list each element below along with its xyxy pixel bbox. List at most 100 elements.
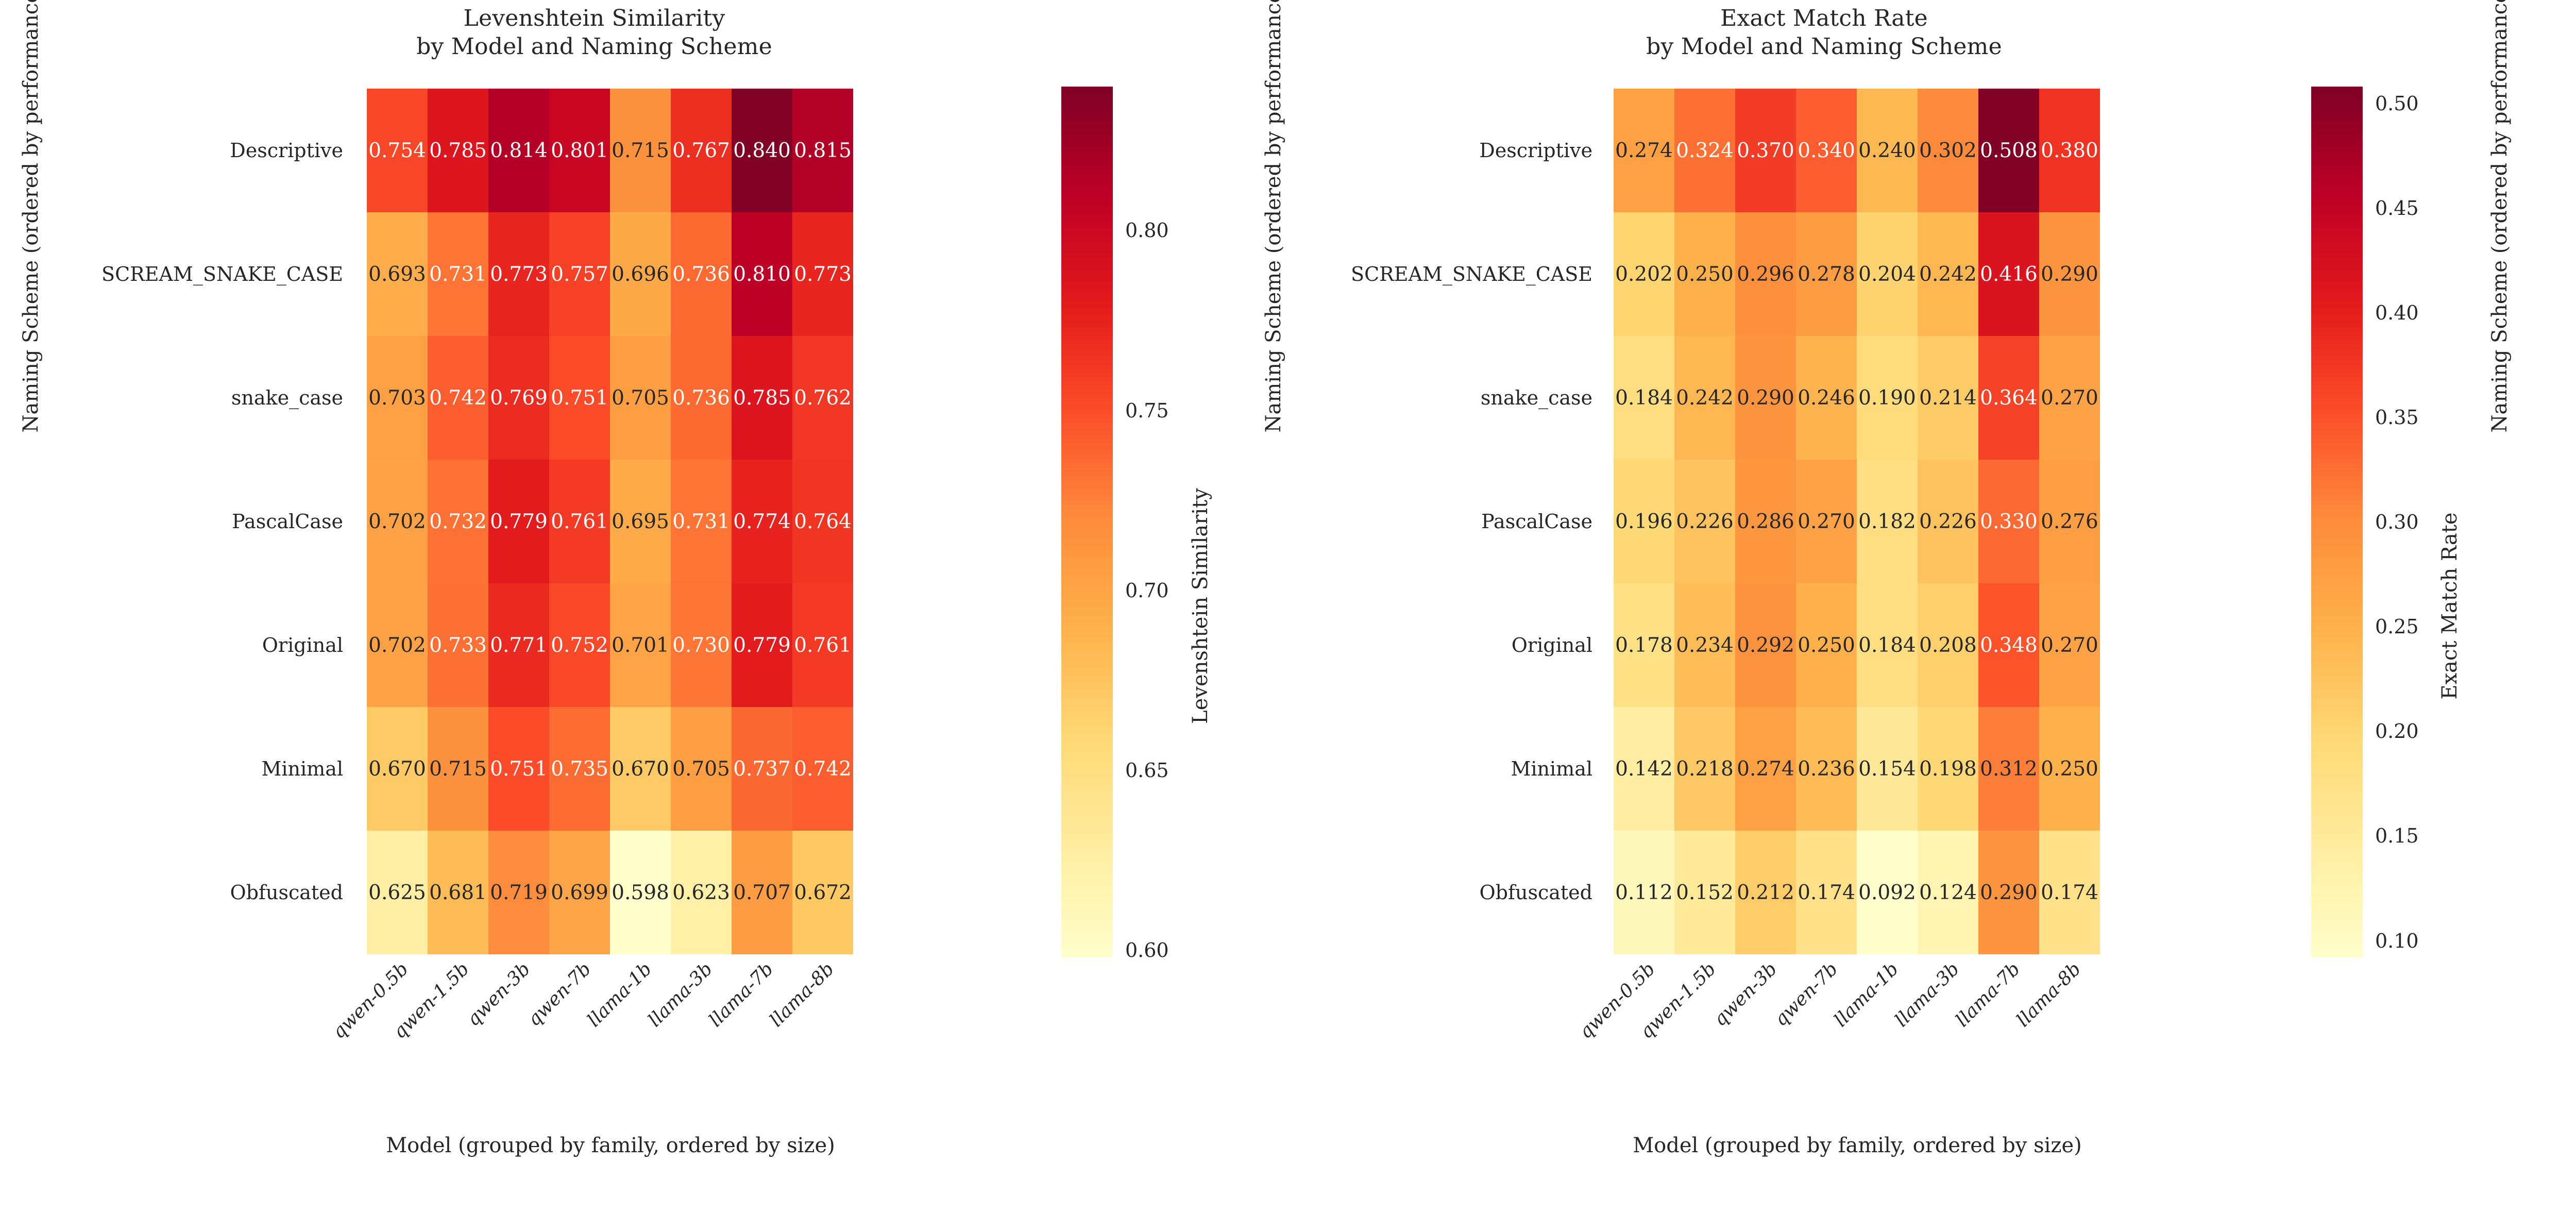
- heatmap-cell: 0.840: [732, 89, 792, 212]
- heatmap-cell: 0.214: [1918, 336, 1978, 460]
- colorbar-gradient: [2311, 87, 2363, 957]
- x-tick-label: llama-1b: [1830, 958, 1903, 1031]
- heatmap-cell: 0.250: [2039, 707, 2100, 831]
- heatmap-cell: 0.270: [1796, 460, 1857, 583]
- heatmap-cell: 0.226: [1918, 460, 1978, 583]
- panel-title: Levenshtein Similarity by Model and Nami…: [416, 5, 772, 60]
- heatmap-cell: 0.762: [792, 336, 853, 460]
- heatmap-cell: 0.731: [428, 212, 488, 336]
- heatmap-cell: 0.757: [549, 212, 610, 336]
- heatmap-cell: 0.769: [488, 336, 549, 460]
- heatmap-cell: 0.742: [428, 336, 488, 460]
- colorbar-label: Levenshtein Similarity: [1189, 488, 1212, 724]
- heatmap-cell: 0.696: [610, 212, 671, 336]
- heatmap-cell: 0.234: [1674, 583, 1735, 707]
- heatmap-cell: 0.764: [792, 460, 853, 583]
- colorbar-tick-label: 0.40: [2375, 301, 2419, 324]
- heatmap-cell: 0.184: [1614, 336, 1674, 460]
- y-tick-label: PascalCase: [1481, 510, 1592, 533]
- heatmap-cell: 0.324: [1674, 89, 1735, 212]
- heatmap-cell: 0.695: [610, 460, 671, 583]
- heatmap-cell: 0.751: [549, 336, 610, 460]
- colorbar-tick-label: 0.70: [1125, 579, 1169, 602]
- colorbar-tick-label: 0.65: [1125, 759, 1169, 782]
- y-tick-label: Obfuscated: [1479, 881, 1592, 904]
- y-tick-label: Original: [2483, 583, 2576, 707]
- heatmap-cell: 0.715: [610, 89, 671, 212]
- x-tick-label: llama-7b: [1952, 958, 2024, 1031]
- heatmap-grid-wrap: 0.274 0.324 0.370 0.340 0.240 0.302 0.508 0.380…: [1614, 89, 2100, 954]
- heatmap-cell: 0.276: [2039, 460, 2100, 583]
- heatmap-cell: 0.312: [1978, 707, 2039, 831]
- heatmap-grid: 0.274 0.324 0.370 0.340 0.240 0.302 0.508 0.380…: [1614, 89, 2100, 954]
- heatmap-cell: 0.142: [1614, 707, 1674, 831]
- colorbar-tick-label: 0.25: [2375, 615, 2419, 638]
- y-tick-label: Original: [262, 634, 343, 656]
- heatmap-cell: 0.292: [1735, 583, 1796, 707]
- heatmap-cell: 0.751: [488, 707, 549, 831]
- x-tick-label: qwen-1.5b: [389, 958, 473, 1043]
- heatmap-cell: 0.761: [549, 460, 610, 583]
- heatmap-cell: 0.270: [2039, 336, 2100, 460]
- heatmap-cell: 0.754: [367, 89, 428, 212]
- y-tick-label: Minimal: [261, 758, 343, 780]
- heatmap-cell: 0.693: [367, 212, 428, 336]
- heatmap-cell: 0.774: [732, 460, 792, 583]
- heatmap-cell: 0.752: [549, 583, 610, 707]
- heatmap-cell: 0.767: [671, 89, 732, 212]
- heatmap-cell: 0.178: [1614, 583, 1674, 707]
- heatmap-cell: 0.348: [1978, 583, 2039, 707]
- x-tick-label: llama-1b: [583, 958, 656, 1031]
- heatmap-cell: 0.174: [2039, 831, 2100, 954]
- heatmap-cell: 0.196: [1614, 460, 1674, 583]
- heatmap-cell: 0.198: [1918, 707, 1978, 831]
- x-tick-label: qwen-7b: [1770, 958, 1842, 1031]
- heatmap-grid-wrap: 0.754 0.785 0.814 0.801 0.715 0.767 0.840 0.815…: [367, 89, 853, 954]
- heatmap-cell: 0.370: [1735, 89, 1796, 212]
- heatmap-cell: 0.773: [792, 212, 853, 336]
- heatmap-cell: 0.296: [1735, 212, 1796, 336]
- x-tick-label: qwen-0.5b: [328, 958, 413, 1043]
- heatmap-cell: 0.742: [792, 707, 853, 831]
- y-tick-label: Original: [1511, 634, 1592, 656]
- heatmap-cell: 0.814: [488, 89, 549, 212]
- heatmap-cell: 0.416: [1978, 212, 2039, 336]
- heatmap-cell: 0.771: [488, 583, 549, 707]
- x-tick-label: llama-7b: [705, 958, 777, 1031]
- heatmap-cell: 0.202: [1614, 212, 1674, 336]
- heatmap-cell: 0.184: [1857, 583, 1918, 707]
- heatmap-cell: 0.730: [671, 583, 732, 707]
- heatmap-cell: 0.735: [549, 707, 610, 831]
- heatmap-cell: 0.732: [428, 460, 488, 583]
- heatmap-cell: 0.250: [1674, 212, 1735, 336]
- colorbar-tick-label: 0.60: [1125, 939, 1169, 962]
- heatmap-cell: 0.242: [1674, 336, 1735, 460]
- heatmap-cell: 0.779: [732, 583, 792, 707]
- y-tick-label: Minimal: [2483, 707, 2576, 831]
- heatmap-cell: 0.208: [1918, 583, 1978, 707]
- x-tick-label: qwen-3b: [462, 958, 534, 1031]
- y-tick-label: Descriptive: [1479, 139, 1592, 162]
- heatmap-cell: 0.364: [1978, 336, 2039, 460]
- x-tick-label: qwen-7b: [523, 958, 595, 1031]
- heatmap-cell: 0.092: [1857, 831, 1918, 954]
- heatmap-cell: 0.815: [792, 89, 853, 212]
- y-tick-label: SCREAM_SNAKE_CASE: [1351, 263, 1592, 285]
- y-tick-label: Descriptive: [230, 139, 343, 162]
- heatmap-cell: 0.670: [367, 707, 428, 831]
- heatmap-cell: 0.702: [367, 460, 428, 583]
- y-tick-label: SCREAM_SNAKE_CASE: [101, 263, 343, 285]
- heatmap-cell: 0.681: [428, 831, 488, 954]
- colorbar-ticks: 0.80 0.75 0.70 0.65 0.60: [1119, 87, 1274, 962]
- y-tick-label: Descriptive: [2483, 89, 2576, 212]
- heatmap-cell: 0.705: [610, 336, 671, 460]
- panel-title: Exact Match Rate by Model and Naming Sch…: [1646, 5, 2002, 60]
- y-tick-label: PascalCase: [232, 510, 343, 533]
- heatmap-cell: 0.290: [1978, 831, 2039, 954]
- colorbar-tick-label: 0.80: [1125, 219, 1169, 242]
- heatmap-cell: 0.278: [1796, 212, 1857, 336]
- y-tick-labels: DescriptiveSCREAM_SNAKE_CASEsnake_casePa…: [2483, 89, 2576, 954]
- heatmap-cell: 0.274: [1614, 89, 1674, 212]
